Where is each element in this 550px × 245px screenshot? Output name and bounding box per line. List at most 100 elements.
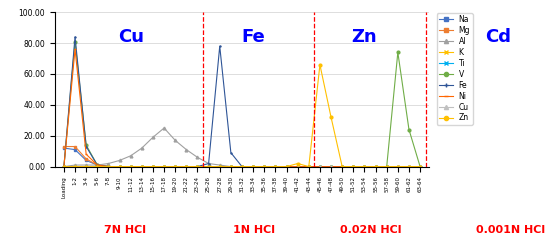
K [128,165,134,168]
Cu [417,165,424,168]
Text: 0.001N HCl: 0.001N HCl [476,225,546,235]
Mg [394,165,401,168]
Al [60,165,67,168]
Fe [272,165,279,168]
Mg [217,165,223,168]
Cu [116,165,123,168]
Mg [417,165,424,168]
Na [261,165,267,168]
Al [250,165,256,168]
Ni [350,165,356,168]
Zn [417,165,424,168]
V [383,165,390,168]
Ti [116,165,123,168]
Al [406,165,412,168]
Zn [328,116,334,119]
Fe [205,162,212,165]
Zn [283,165,290,168]
Fe [339,165,345,168]
Zn [305,165,312,168]
V [194,165,201,168]
Fe [372,165,379,168]
Cu [60,165,67,168]
Na [116,165,123,168]
Na [228,165,234,168]
Zn [161,165,167,168]
Cu [172,165,179,168]
Na [417,165,424,168]
K [239,165,245,168]
Al [261,165,267,168]
Cu [139,165,145,168]
Mg [250,165,256,168]
Ni [283,165,290,168]
Mg [328,165,334,168]
V [317,165,323,168]
Text: Fe: Fe [241,28,265,46]
Fe [183,165,190,168]
Al [83,164,90,167]
Ni [417,165,424,168]
Zn [261,165,267,168]
Na [250,165,256,168]
Cu [272,165,279,168]
Line: Ni: Ni [63,48,421,168]
Mg [94,164,101,167]
Ni [317,165,323,168]
K [105,165,112,168]
Mg [161,165,167,168]
Al [161,126,167,129]
Na [239,165,245,168]
Al [72,164,78,167]
Ni [272,165,279,168]
Cu [261,165,267,168]
Al [94,164,101,167]
V [72,40,78,43]
Ni [261,165,267,168]
Mg [128,165,134,168]
Ti [94,165,101,168]
Line: Cu: Cu [63,165,421,168]
Text: 1N HCl: 1N HCl [233,225,274,235]
Ni [305,165,312,168]
V [172,165,179,168]
Ni [183,165,190,168]
Ni [161,165,167,168]
K [83,165,90,168]
Cu [339,165,345,168]
Ti [294,165,301,168]
Na [272,165,279,168]
Text: 0.02N HCl: 0.02N HCl [340,225,402,235]
Ti [350,165,356,168]
Fe [417,165,424,168]
Zn [150,165,156,168]
Ti [328,165,334,168]
Al [350,165,356,168]
Mg [305,165,312,168]
Mg [105,165,112,168]
Line: Fe: Fe [63,36,421,168]
Na [406,165,412,168]
Na [194,165,201,168]
Ni [383,165,390,168]
Mg [205,165,212,168]
Zn [383,165,390,168]
V [417,165,424,168]
Ni [250,165,256,168]
Line: Na: Na [63,147,421,168]
Zn [94,165,101,168]
Fe [383,165,390,168]
K [339,165,345,168]
Zn [105,165,112,168]
Mg [150,165,156,168]
Zn [228,165,234,168]
Cu [328,165,334,168]
Al [128,154,134,157]
K [317,165,323,168]
Ni [205,165,212,168]
Na [283,165,290,168]
Ti [83,165,90,168]
Zn [194,165,201,168]
Cu [394,165,401,168]
Zn [183,165,190,168]
